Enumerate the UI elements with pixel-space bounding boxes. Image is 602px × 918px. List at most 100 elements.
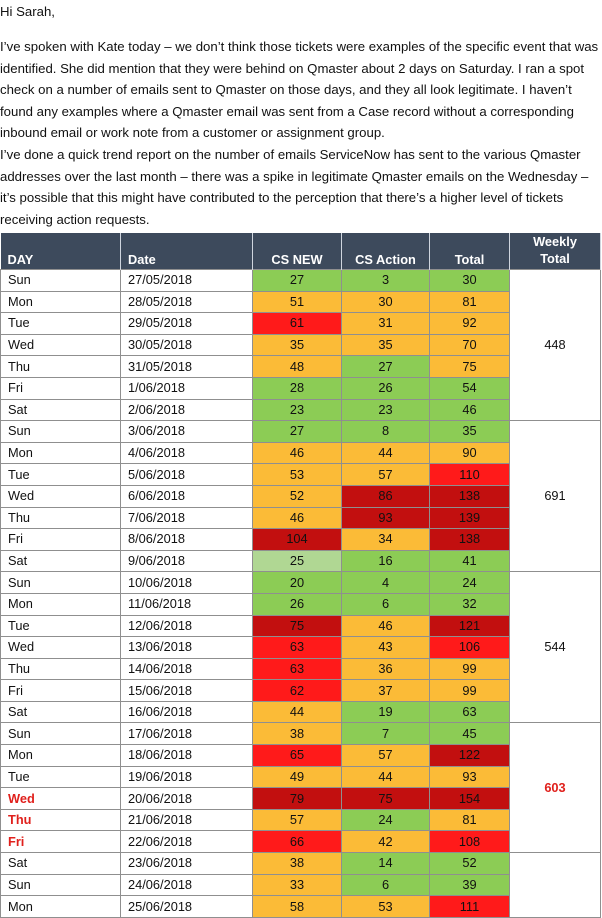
date-cell: 18/06/2018	[120, 744, 253, 767]
date-cell: 31/05/2018	[120, 355, 253, 378]
total-cell: 93	[429, 765, 510, 789]
paragraph-findings: I’ve spoken with Kate today – we don’t t…	[0, 39, 599, 141]
date-cell: 29/05/2018	[120, 312, 253, 335]
table-row: Sun 27/05/2018 27 3 30 448	[0, 268, 601, 422]
total-cell: 90	[429, 441, 510, 465]
cs-action-cell: 36	[341, 657, 430, 681]
date-cell: 16/06/2018	[120, 700, 253, 724]
total-cell: 108	[429, 830, 510, 854]
total-cell: 54	[429, 376, 510, 400]
cs-new-cell: 51	[252, 290, 342, 314]
total-cell: 99	[429, 657, 510, 681]
date-cell: 27/05/2018	[120, 269, 253, 292]
day-cell: Fri	[0, 830, 121, 854]
cs-action-cell: 57	[341, 744, 430, 767]
table-row: Mon 4/06/2018 46 44 90	[0, 441, 601, 465]
cs-new-cell: 46	[252, 506, 342, 530]
day-cell: Sun	[0, 873, 121, 897]
total-cell: 99	[429, 679, 510, 702]
date-cell: 8/06/2018	[120, 528, 253, 551]
date-cell: 20/06/2018	[120, 787, 253, 810]
cs-action-cell: 57	[341, 463, 430, 486]
weekly-total-cell: 603	[509, 722, 601, 854]
total-cell: 111	[429, 895, 510, 918]
table-row: Tue 19/06/2018 49 44 93	[0, 765, 601, 789]
header-weekly-total: Weekly Total	[509, 233, 601, 270]
cs-action-cell: 31	[341, 312, 430, 335]
date-cell: 5/06/2018	[120, 463, 253, 486]
day-cell: Wed	[0, 333, 121, 357]
cs-new-cell: 20	[252, 571, 342, 594]
table-row: Mon 25/06/2018 58 53 111	[0, 895, 601, 918]
cs-action-cell: 27	[341, 355, 430, 378]
total-cell: 138	[429, 484, 510, 508]
cs-new-cell: 53	[252, 463, 342, 486]
total-cell: 24	[429, 571, 510, 594]
table-row: Fri 15/06/2018 62 37 99	[0, 679, 601, 702]
email-volume-table: DAY Date CS NEW CS Action Total Weekly To…	[0, 233, 601, 918]
cs-action-cell: 75	[341, 787, 430, 810]
date-cell: 11/06/2018	[120, 592, 253, 616]
table-row: Wed 6/06/2018 52 86 138	[0, 484, 601, 508]
date-cell: 28/05/2018	[120, 290, 253, 314]
cs-action-cell: 14	[341, 852, 430, 875]
date-cell: 9/06/2018	[120, 549, 253, 573]
total-cell: 81	[429, 808, 510, 832]
header-date: Date	[120, 233, 253, 270]
total-cell: 92	[429, 312, 510, 335]
date-cell: 17/06/2018	[120, 722, 253, 746]
cs-new-cell: 38	[252, 852, 342, 875]
total-cell: 30	[429, 269, 510, 292]
cs-action-cell: 37	[341, 679, 430, 702]
weekly-total-cell: 691	[509, 420, 601, 573]
cs-action-cell: 23	[341, 398, 430, 422]
date-cell: 25/06/2018	[120, 895, 253, 918]
cs-new-cell: 75	[252, 614, 342, 638]
cs-new-cell: 65	[252, 744, 342, 767]
header-total: Total	[429, 233, 510, 270]
date-cell: 24/06/2018	[120, 873, 253, 897]
cs-new-cell: 46	[252, 441, 342, 465]
cs-action-cell: 26	[341, 376, 430, 400]
day-cell: Thu	[0, 506, 121, 530]
date-cell: 19/06/2018	[120, 765, 253, 789]
table-row: Wed 30/05/2018 35 35 70	[0, 333, 601, 357]
day-cell: Tue	[0, 463, 121, 486]
total-cell: 106	[429, 636, 510, 659]
date-cell: 12/06/2018	[120, 614, 253, 638]
day-cell: Thu	[0, 657, 121, 681]
table-row: Tue 12/06/2018 75 46 121	[0, 614, 601, 638]
date-cell: 30/05/2018	[120, 333, 253, 357]
header-cs-action: CS Action	[341, 233, 430, 270]
total-cell: 122	[429, 744, 510, 767]
cs-new-cell: 26	[252, 592, 342, 616]
cs-new-cell: 23	[252, 398, 342, 422]
cs-action-cell: 4	[341, 571, 430, 594]
paragraph-trend: I’ve done a quick trend report on the nu…	[0, 147, 589, 227]
cs-action-cell: 6	[341, 873, 430, 897]
date-cell: 14/06/2018	[120, 657, 253, 681]
cs-action-cell: 19	[341, 700, 430, 724]
table-row: Sun 17/06/2018 38 7 45 603	[0, 722, 601, 854]
total-cell: 154	[429, 787, 510, 810]
day-cell: Wed	[0, 787, 121, 810]
date-cell: 7/06/2018	[120, 506, 253, 530]
table-row: Fri 1/06/2018 28 26 54	[0, 376, 601, 400]
header-weekly-line1: Weekly	[533, 234, 577, 249]
day-cell: Fri	[0, 376, 121, 400]
cs-new-cell: 63	[252, 657, 342, 681]
table-row: Sat 16/06/2018 44 19 63	[0, 700, 601, 724]
total-cell: 81	[429, 290, 510, 314]
weekly-total-cell	[509, 852, 601, 918]
cs-action-cell: 30	[341, 290, 430, 314]
cs-new-cell: 49	[252, 765, 342, 789]
cs-action-cell: 8	[341, 420, 430, 443]
date-cell: 15/06/2018	[120, 679, 253, 702]
table-row: Mon 28/05/2018 51 30 81	[0, 290, 601, 314]
table-row: Tue 29/05/2018 61 31 92	[0, 312, 601, 335]
table-row: Sun 10/06/2018 20 4 24 544	[0, 571, 601, 724]
day-cell: Tue	[0, 312, 121, 335]
date-cell: 13/06/2018	[120, 636, 253, 659]
date-cell: 21/06/2018	[120, 808, 253, 832]
cs-new-cell: 52	[252, 484, 342, 508]
